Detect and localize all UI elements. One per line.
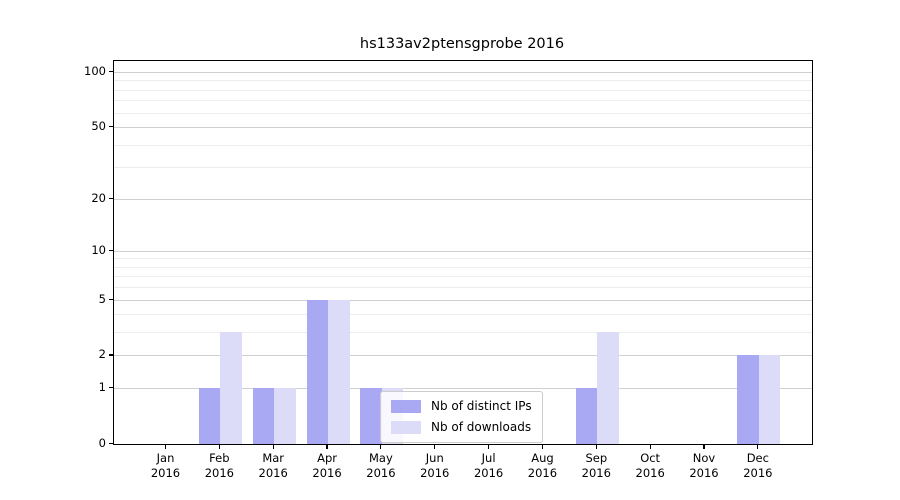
y-tick-label: 50 bbox=[91, 119, 106, 134]
gridline-minor bbox=[114, 276, 812, 278]
x-tick-label: Feb 2016 bbox=[204, 451, 234, 480]
bars-layer bbox=[114, 61, 812, 444]
gridline-major bbox=[114, 388, 812, 390]
x-tick-mark bbox=[218, 444, 220, 449]
plot-area: Nb of distinct IPs Nb of downloads bbox=[113, 60, 813, 445]
y-tick-label: 20 bbox=[91, 190, 106, 205]
x-tick-mark bbox=[595, 444, 597, 449]
bar-downloads bbox=[758, 355, 781, 444]
gridline-minor bbox=[114, 144, 812, 146]
x-tick-label: Dec 2016 bbox=[743, 451, 773, 480]
legend-label-distinct-ips: Nb of distinct IPs bbox=[431, 399, 532, 413]
bar-distinct-ips bbox=[198, 388, 221, 444]
y-tick-mark bbox=[109, 71, 113, 73]
bar-distinct-ips bbox=[360, 388, 382, 444]
legend-label-downloads: Nb of downloads bbox=[431, 420, 532, 434]
y-tick-mark bbox=[109, 126, 113, 128]
y-tick-mark bbox=[109, 354, 113, 356]
gridline-minor bbox=[114, 266, 812, 268]
gridline-major bbox=[114, 72, 812, 73]
y-tick-label: 5 bbox=[98, 291, 106, 306]
x-tick-label: Sep 2016 bbox=[581, 451, 611, 480]
gridline-major bbox=[114, 198, 812, 200]
legend: Nb of distinct IPs Nb of downloads bbox=[380, 391, 543, 443]
x-tick-label: Nov 2016 bbox=[689, 451, 719, 480]
x-tick-mark bbox=[703, 444, 705, 449]
y-tick-label: 0 bbox=[98, 436, 106, 450]
gridline-minor bbox=[114, 112, 812, 114]
gridline-minor bbox=[114, 314, 812, 316]
y-tick-mark bbox=[109, 387, 113, 389]
gridline-minor bbox=[114, 89, 812, 91]
gridline-minor bbox=[114, 100, 812, 102]
y-tick-label: 100 bbox=[84, 64, 106, 78]
x-tick-mark bbox=[649, 444, 651, 449]
bar-distinct-ips bbox=[575, 388, 598, 444]
x-tick-label: May 2016 bbox=[366, 451, 396, 480]
bar-downloads bbox=[220, 332, 242, 444]
x-tick-label: Apr 2016 bbox=[312, 451, 342, 480]
gridline-minor bbox=[114, 167, 812, 169]
legend-swatch-downloads bbox=[391, 421, 421, 434]
gridline-minor bbox=[114, 80, 812, 82]
y-tick-mark bbox=[109, 249, 113, 251]
y-tick-mark bbox=[109, 298, 113, 300]
bar-distinct-ips bbox=[737, 355, 759, 444]
x-tick-label: Jun 2016 bbox=[420, 451, 450, 480]
x-tick-mark bbox=[488, 444, 490, 449]
y-tick-label: 2 bbox=[98, 347, 106, 362]
x-tick-mark bbox=[326, 444, 328, 449]
x-tick-label: Mar 2016 bbox=[258, 451, 288, 480]
bar-downloads bbox=[328, 299, 350, 444]
x-tick-label: Oct 2016 bbox=[635, 451, 665, 480]
gridline-minor bbox=[114, 332, 812, 334]
x-tick-mark bbox=[272, 444, 274, 449]
gridline-major bbox=[114, 250, 812, 252]
bar-downloads bbox=[597, 332, 619, 444]
legend-entry-downloads: Nb of downloads bbox=[391, 420, 532, 435]
gridlines-layer bbox=[114, 61, 812, 444]
x-tick-mark bbox=[380, 444, 382, 449]
x-tick-mark bbox=[757, 444, 759, 449]
gridline-major bbox=[114, 299, 812, 301]
bar-distinct-ips bbox=[306, 299, 329, 444]
x-tick-label: Aug 2016 bbox=[527, 451, 558, 480]
y-tick-label: 10 bbox=[91, 242, 106, 257]
x-tick-mark bbox=[541, 444, 544, 449]
legend-swatch-distinct-ips bbox=[391, 400, 421, 413]
gridline-minor bbox=[114, 287, 812, 289]
y-tick-mark bbox=[109, 197, 113, 199]
gridline-minor bbox=[114, 258, 812, 260]
x-tick-mark bbox=[164, 444, 167, 449]
bar-downloads bbox=[274, 388, 296, 444]
gridline-major bbox=[114, 355, 812, 357]
y-tick-label: 1 bbox=[98, 380, 106, 395]
x-tick-label: Jul 2016 bbox=[473, 451, 504, 480]
legend-entry-distinct-ips: Nb of distinct IPs bbox=[391, 399, 532, 414]
x-tick-mark bbox=[434, 444, 436, 449]
chart-title: hs133av2ptensgprobe 2016 bbox=[359, 36, 565, 52]
bar-distinct-ips bbox=[252, 388, 275, 444]
gridline-major bbox=[114, 127, 812, 129]
x-tick-label: Jan 2016 bbox=[150, 451, 181, 480]
y-tick-mark bbox=[109, 443, 113, 445]
